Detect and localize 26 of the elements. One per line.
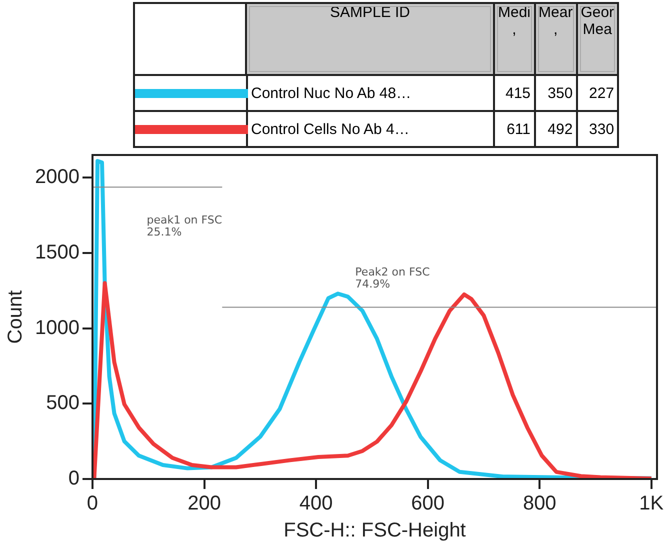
- text: Mear ,: [534, 3, 577, 75]
- y-tick-label: 500: [46, 392, 80, 414]
- legend-label: Control Nuc No Ab 48…: [250, 84, 412, 102]
- y-axis-title: Count: [4, 290, 27, 344]
- x-tick-label: 800: [522, 492, 556, 515]
- text: 350: [534, 75, 577, 111]
- y-tick-label: 1500: [34, 241, 80, 264]
- x-tick-label: 600: [411, 492, 445, 515]
- text: 227: [576, 75, 618, 111]
- y-tick-label: 1000: [34, 316, 80, 339]
- text: 611: [494, 111, 535, 147]
- x-axis-title: FSC-H:: FSC-Height: [284, 520, 466, 542]
- annotation: Peak2 on FSC 74.9%: [355, 266, 430, 291]
- x-tick-label: 1K: [639, 492, 664, 515]
- x-tick-label: 400: [299, 492, 333, 515]
- text: Geor Mea: [576, 3, 618, 75]
- y-tick-label: 2000: [34, 166, 80, 188]
- text: 330: [576, 111, 618, 147]
- y-tick-label: 0: [68, 468, 80, 490]
- text: 492: [534, 111, 577, 147]
- text: 415: [494, 75, 535, 111]
- annotation: peak1 on FSC 25.1%: [146, 213, 222, 238]
- x-tick-label: 200: [188, 492, 221, 515]
- legend-label: Control Cells No Ab 4…: [250, 120, 410, 138]
- x-tick-label: 0: [86, 492, 98, 515]
- text: Medi ,: [494, 3, 535, 75]
